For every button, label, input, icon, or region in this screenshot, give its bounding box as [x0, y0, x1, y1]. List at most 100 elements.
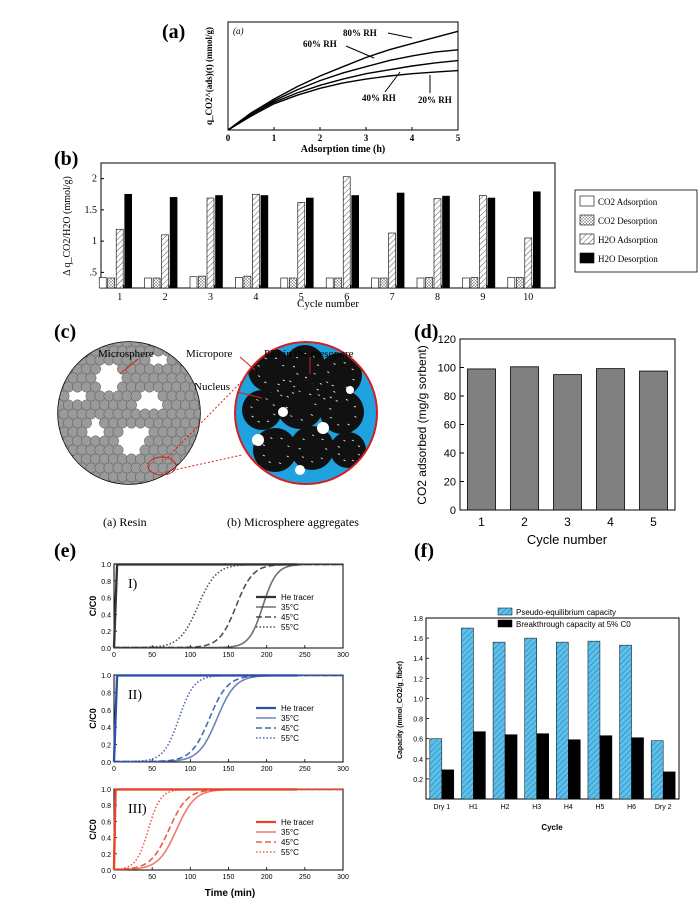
microsphere	[112, 444, 124, 456]
aggregate-blob	[290, 426, 334, 470]
microsphere	[180, 471, 191, 483]
microsphere	[189, 453, 200, 465]
x-tick-label: 3	[208, 292, 213, 303]
bar	[206, 197, 215, 289]
series-line	[112, 563, 298, 648]
x-tick-label: 2	[163, 292, 168, 303]
x-tick-label: Dry 2	[655, 804, 672, 811]
pore-mark	[280, 394, 283, 397]
legend-text: 45°C	[281, 838, 299, 847]
pore-mark	[268, 461, 271, 463]
microsphere	[193, 444, 200, 456]
microsphere	[58, 462, 70, 474]
pore-mark	[298, 447, 301, 450]
legend-text: H2O Desorption	[598, 254, 658, 264]
microsphere	[76, 480, 88, 484]
series-line	[114, 563, 343, 649]
series-label-1: 60% RH	[303, 39, 337, 49]
bar-pseudo	[461, 627, 474, 800]
aggregate-blob	[242, 390, 282, 430]
panel-b-bars	[98, 176, 541, 289]
microsphere	[166, 480, 178, 484]
x-tick-label: H5	[595, 804, 604, 811]
bar-pseudo	[492, 641, 506, 800]
microsphere	[139, 342, 151, 348]
pore-mark	[329, 416, 333, 419]
series-line	[114, 563, 343, 649]
y-tick-label: 1.6	[413, 636, 423, 643]
x-tick-label: 10	[523, 292, 533, 303]
microsphere	[58, 471, 65, 483]
x-tick-label: 0	[226, 133, 231, 143]
series-line	[114, 674, 343, 763]
microsphere	[58, 372, 61, 384]
pore-mark	[345, 399, 349, 401]
pore-mark	[257, 420, 260, 423]
microsphere	[198, 417, 200, 429]
bar	[260, 195, 269, 289]
microsphere	[112, 342, 124, 348]
x-tick-label: Dry 1	[433, 804, 450, 811]
annot-microsphere: Microsphere	[98, 348, 154, 360]
bar-pseudo	[587, 640, 601, 800]
bar	[325, 277, 334, 289]
x-tick-label: 50	[148, 652, 156, 659]
aggregate-blob	[330, 432, 366, 468]
x-tick-label: 150	[223, 652, 235, 659]
bar-breakthrough	[473, 731, 486, 800]
panel-a-xlabel: Adsorption time (h)	[301, 144, 385, 155]
bar	[144, 277, 152, 289]
bar	[235, 277, 243, 289]
microsphere	[198, 471, 200, 483]
aggregate-blob	[253, 428, 297, 472]
microsphere	[193, 342, 200, 348]
panel-e-xlabel: Time (min)	[205, 888, 255, 899]
legend-box	[574, 189, 698, 273]
bar	[334, 277, 343, 289]
microsphere	[198, 363, 200, 375]
x-tick-label: 100	[184, 874, 196, 881]
bar	[243, 275, 252, 289]
bar	[532, 191, 541, 289]
panel-f-ylabel: Capacity (mmol_CO2/g_fiber)	[397, 661, 404, 759]
pore-mark	[286, 395, 289, 398]
panel-f-label: (f)	[414, 540, 434, 562]
microsphere	[85, 372, 97, 384]
microsphere	[72, 345, 83, 357]
y-tick-label: 0.4	[101, 725, 111, 732]
y-tick-label: 0.8	[101, 579, 111, 586]
pore-mark	[304, 352, 307, 355]
bar	[388, 232, 396, 289]
pore-mark	[287, 445, 290, 448]
pore-mark	[351, 459, 355, 462]
legend-text: He tracer	[281, 704, 314, 713]
bar-pseudo	[556, 641, 569, 800]
pore-mark	[285, 406, 288, 409]
y-tick-label: 0.8	[101, 803, 111, 810]
subplot-ylabel: C/C0	[88, 596, 98, 617]
x-tick-label: H6	[627, 804, 636, 811]
legend-text: 55°C	[281, 734, 299, 743]
pore-mark	[351, 439, 355, 442]
microsphere	[171, 345, 182, 357]
subplot-tag: II)	[128, 688, 142, 703]
y-tick-label: 0.8	[101, 690, 111, 697]
x-tick-label: 5	[299, 292, 304, 303]
y-tick-label: 0.2	[413, 777, 423, 784]
bar	[433, 198, 442, 289]
pore-mark	[257, 375, 261, 377]
pore-mark	[331, 384, 334, 387]
annot-nucleus: Nucleus	[194, 381, 230, 393]
microsphere	[184, 342, 196, 348]
y-tick-label: 0.6	[101, 819, 111, 826]
x-tick-label: 1	[117, 292, 122, 303]
bar	[553, 374, 582, 511]
bar	[425, 277, 433, 289]
microsphere	[198, 435, 200, 447]
pore-mark	[343, 459, 346, 462]
y-tick-label: 0.6	[413, 737, 423, 744]
legend-text: 45°C	[281, 613, 299, 622]
pore-mark	[321, 438, 324, 441]
pore-mark	[327, 371, 330, 373]
pore-mark	[333, 363, 336, 365]
